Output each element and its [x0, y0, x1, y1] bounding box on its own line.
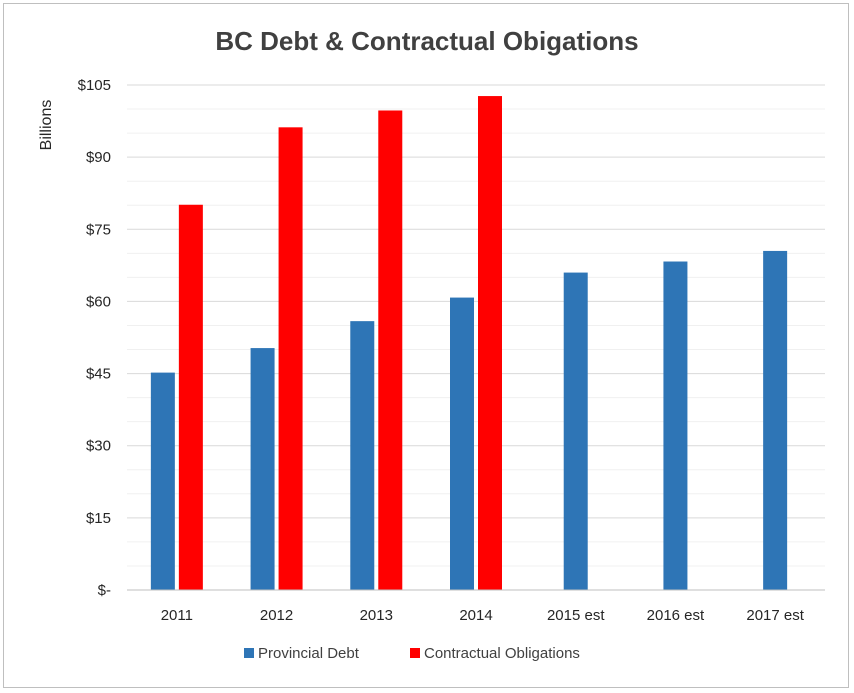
x-tick-label: 2015 est — [547, 607, 605, 624]
bar-provincial-debt — [763, 250, 788, 590]
y-tick-label: $30 — [86, 438, 111, 455]
x-axis-ticks: 2011 2012 2013 2014 2015 est 2016 est 2017 est — [161, 607, 805, 624]
y-axis-title: Billions — [38, 100, 55, 151]
bar-provincial-debt — [350, 321, 375, 590]
bar-contractual-obligations — [378, 110, 403, 590]
bar-contractual-obligations — [178, 204, 203, 590]
y-tick-label: $90 — [86, 149, 111, 166]
x-tick-label: 2017 est — [746, 607, 804, 624]
y-tick-label: $60 — [86, 293, 111, 310]
chart-title: BC Debt & Contractual Obigations — [215, 26, 638, 56]
legend-label: Contractual Obligations — [424, 645, 580, 662]
bar-provincial-debt — [563, 272, 588, 590]
y-tick-label: $75 — [86, 221, 111, 238]
legend-swatch — [244, 648, 254, 658]
y-tick-label: $- — [98, 582, 111, 599]
bar-contractual-obligations — [478, 96, 502, 591]
legend-label: Provincial Debt — [258, 645, 360, 662]
y-tick-label: $15 — [86, 510, 111, 527]
bar-contractual-obligations — [278, 127, 303, 591]
gridlines — [127, 84, 825, 567]
y-axis-ticks: $- $15 $30 $45 $60 $75 $90 $105 — [78, 77, 111, 599]
x-tick-label: 2016 est — [647, 607, 705, 624]
legend: Provincial Debt Contractual Obligations — [244, 645, 580, 662]
bar-provincial-debt — [250, 348, 275, 590]
chart-frame — [3, 3, 849, 688]
y-tick-label: $105 — [78, 77, 111, 94]
x-tick-label: 2013 — [360, 607, 393, 624]
bar-provincial-debt — [450, 297, 474, 590]
bars — [150, 96, 788, 591]
legend-swatch — [410, 648, 420, 658]
x-tick-label: 2012 — [260, 607, 293, 624]
y-tick-label: $45 — [86, 366, 111, 383]
bar-provincial-debt — [663, 261, 688, 590]
bar-provincial-debt — [150, 372, 175, 590]
x-tick-label: 2011 — [161, 607, 193, 624]
x-tick-label: 2014 — [459, 607, 492, 624]
